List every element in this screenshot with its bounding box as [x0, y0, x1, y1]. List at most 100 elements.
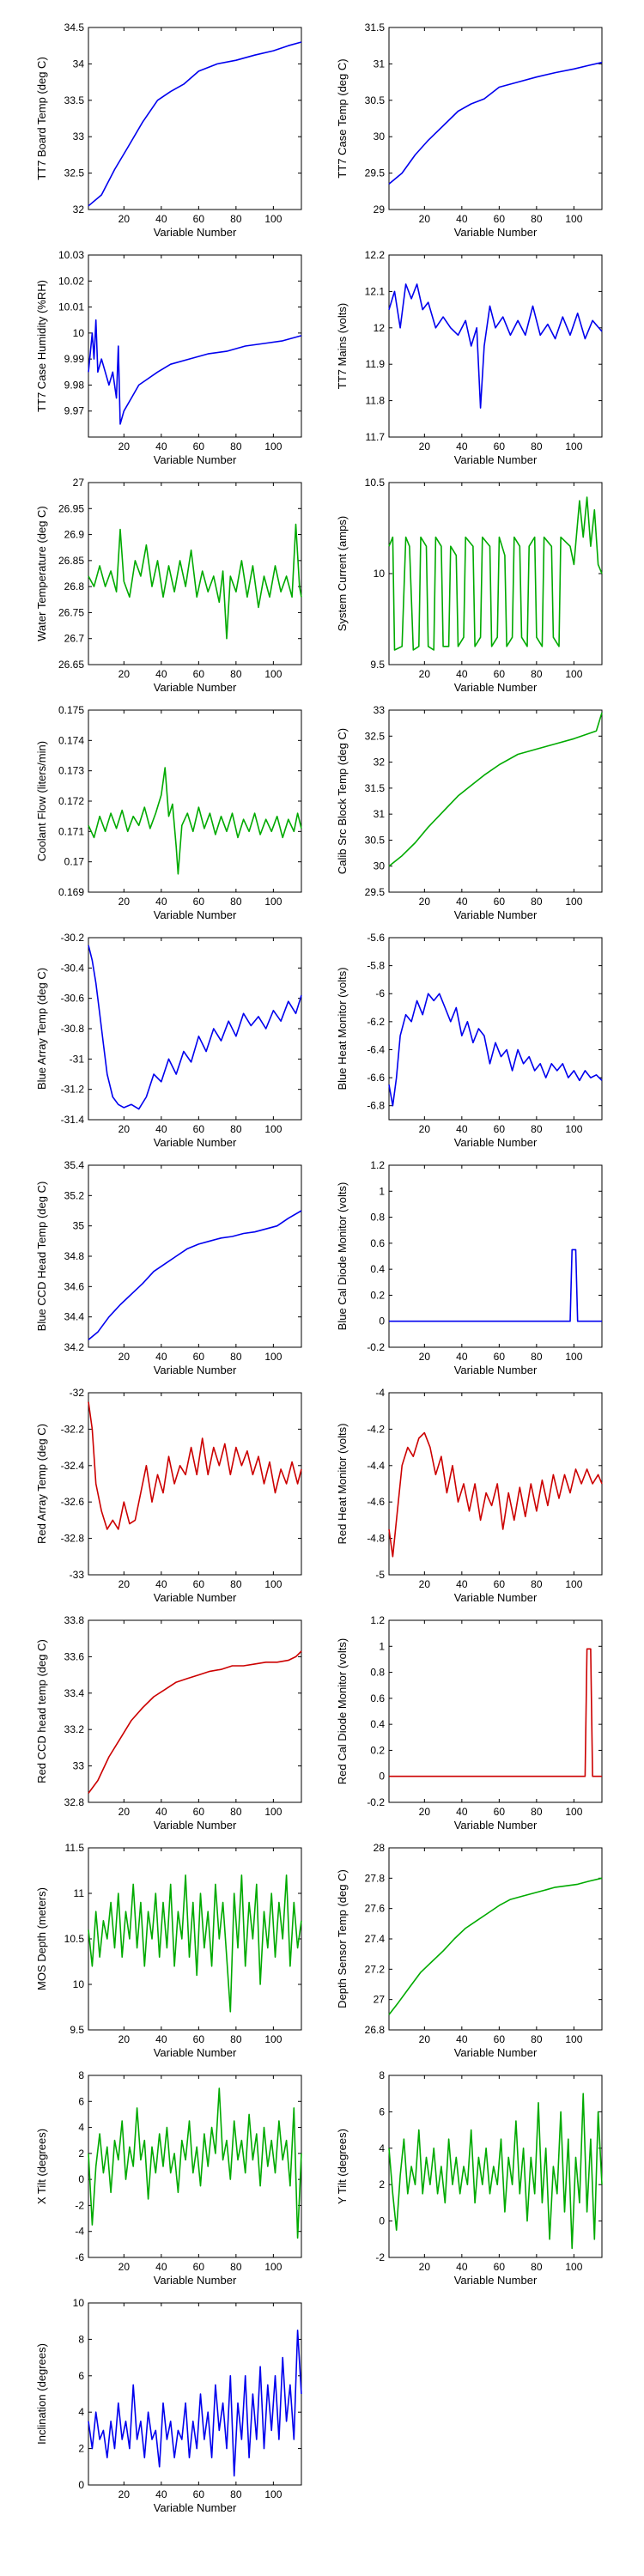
x-tick-label: 80 — [531, 896, 543, 908]
y-tick-label: -31 — [70, 1053, 85, 1065]
y-tick-label: 8 — [78, 2069, 84, 2081]
y-axis-label: Calib Src Block Temp (deg C) — [336, 728, 349, 874]
data-line — [388, 1431, 603, 1558]
x-tick-label: 80 — [230, 2033, 242, 2045]
x-tick-label: 100 — [264, 668, 282, 680]
y-tick-label: 35.2 — [64, 1189, 85, 1201]
x-tick-label: 100 — [565, 213, 582, 225]
y-tick-label: -4.2 — [367, 1423, 385, 1435]
y-tick-label: 26.65 — [58, 659, 84, 671]
x-tick-label: 40 — [155, 2261, 167, 2273]
x-tick-label: 20 — [118, 2261, 131, 2273]
x-tick-label: 80 — [531, 2033, 543, 2045]
x-tick-label: 20 — [419, 440, 431, 453]
y-axis-label: Coolant Flow (liters/min) — [35, 741, 48, 861]
y-tick-label: 31.5 — [365, 21, 386, 33]
x-tick-label: 100 — [565, 668, 582, 680]
y-axis-label: TT7 Case Humidity (%RH) — [35, 280, 48, 412]
x-tick-label: 80 — [230, 2488, 242, 2500]
y-tick-label: -6.2 — [367, 1016, 385, 1028]
y-tick-label: 27.4 — [365, 1933, 386, 1945]
x-axis-label: Variable Number — [454, 2046, 538, 2059]
x-tick-label: 20 — [118, 1351, 131, 1363]
x-tick-label: 60 — [494, 896, 506, 908]
y-tick-label: 32 — [374, 756, 386, 769]
x-tick-label: 40 — [155, 1806, 167, 1818]
y-tick-label: 2 — [78, 2148, 84, 2160]
x-tick-label: 20 — [419, 1351, 431, 1363]
y-tick-label: 30 — [374, 131, 386, 143]
y-tick-label: -2 — [375, 2251, 385, 2263]
y-tick-label: 10 — [73, 2297, 85, 2309]
chart-panel-10: 20 40 60 80 100 -6.8 -6.6 -6.4 -6.2 -6 -5.8 -5.6 Var… — [336, 932, 603, 1149]
y-tick-label: 29 — [374, 204, 386, 216]
x-tick-label: 80 — [230, 2261, 242, 2273]
x-tick-label: 20 — [118, 668, 131, 680]
x-tick-label: 60 — [193, 1123, 205, 1135]
y-tick-label: 33 — [73, 1760, 85, 1772]
y-axis-label: Blue Array Temp (deg C) — [35, 968, 48, 1090]
y-tick-label: 0.2 — [370, 1744, 385, 1756]
chart-panel-12: 20 40 60 80 100 -0.2 0 0.2 0.4 0.6 0.8 1 1.2 Variable… — [336, 1159, 603, 1376]
y-tick-label: 11.7 — [366, 431, 386, 443]
y-tick-label: 34.4 — [64, 1311, 85, 1323]
data-line — [388, 283, 603, 409]
y-axis-label: Blue Heat Monitor (volts) — [336, 967, 349, 1090]
plot-frame — [88, 709, 302, 893]
x-tick-label: 20 — [118, 213, 131, 225]
y-tick-label: 0.169 — [58, 886, 84, 898]
x-tick-label: 80 — [531, 440, 543, 453]
data-line — [389, 1249, 602, 1322]
x-tick-label: 40 — [456, 2033, 468, 2045]
y-tick-label: 26.8 — [64, 580, 85, 592]
y-tick-label: -4.4 — [367, 1460, 385, 1472]
x-tick-label: 100 — [565, 1123, 582, 1135]
chart-panel-6: 20 40 60 80 100 9.5 10 10.5 Variable Number Syste… — [336, 477, 603, 694]
x-axis-label: Variable Number — [454, 2274, 538, 2287]
x-axis-label: Variable Number — [454, 908, 538, 921]
y-tick-label: 10.03 — [58, 249, 84, 261]
plot-frame — [88, 1164, 302, 1348]
chart-panel-17: 20 40 60 80 100 9.5 10 10.5 11 11.5 Variable Numbe… — [35, 1842, 302, 2059]
x-tick-label: 100 — [565, 1806, 582, 1818]
y-axis-label: Inclination (degrees) — [35, 2343, 48, 2445]
y-tick-label: -32.2 — [61, 1423, 85, 1435]
y-tick-label: 0.17 — [64, 856, 85, 868]
x-tick-label: 100 — [565, 440, 582, 453]
x-tick-label: 100 — [264, 213, 282, 225]
x-tick-label: 20 — [419, 1123, 431, 1135]
x-tick-label: 100 — [264, 2488, 282, 2500]
x-axis-label: Variable Number — [154, 2501, 237, 2514]
data-line — [88, 1650, 302, 1794]
x-tick-label: 20 — [419, 1578, 431, 1590]
y-tick-label: 9.5 — [370, 659, 385, 671]
x-tick-label: 100 — [264, 1806, 282, 1818]
y-axis-label: X Tilt (degrees) — [35, 2129, 48, 2204]
x-tick-label: 60 — [193, 213, 205, 225]
x-tick-label: 60 — [193, 668, 205, 680]
y-tick-label: 33.6 — [64, 1650, 85, 1662]
chart-panel-8: 20 40 60 80 100 29.5 30 30.5 31 31.5 32 32.5 33 Varia… — [336, 704, 603, 921]
x-tick-label: 60 — [193, 1578, 205, 1590]
y-tick-label: 35 — [73, 1220, 85, 1232]
data-line — [88, 2330, 302, 2477]
chart-panel-16: 20 40 60 80 100 -0.2 0 0.2 0.4 0.6 0.8 1 1.2 Variable… — [336, 1614, 603, 1832]
y-tick-label: 0 — [78, 2479, 84, 2491]
y-tick-label: 2 — [379, 2178, 385, 2190]
y-tick-label: 0.8 — [370, 1212, 385, 1224]
chart-panel-20: 20 40 60 80 100 -2 0 2 4 6 8 Variable Number Y Tilt … — [336, 2069, 603, 2287]
x-tick-label: 100 — [565, 896, 582, 908]
x-tick-label: 100 — [264, 896, 282, 908]
y-tick-label: 0.174 — [58, 734, 84, 746]
y-tick-label: 34 — [73, 58, 85, 70]
y-tick-label: 26.85 — [58, 555, 84, 567]
x-tick-label: 60 — [494, 2033, 506, 2045]
x-tick-label: 80 — [531, 2261, 543, 2273]
data-line — [88, 1210, 302, 1340]
y-tick-label: 6 — [78, 2095, 84, 2107]
x-tick-label: 60 — [193, 1351, 205, 1363]
y-tick-label: 0 — [379, 1315, 385, 1327]
data-line — [88, 1401, 302, 1530]
x-tick-label: 40 — [155, 896, 167, 908]
y-tick-label: 11.9 — [366, 358, 386, 370]
